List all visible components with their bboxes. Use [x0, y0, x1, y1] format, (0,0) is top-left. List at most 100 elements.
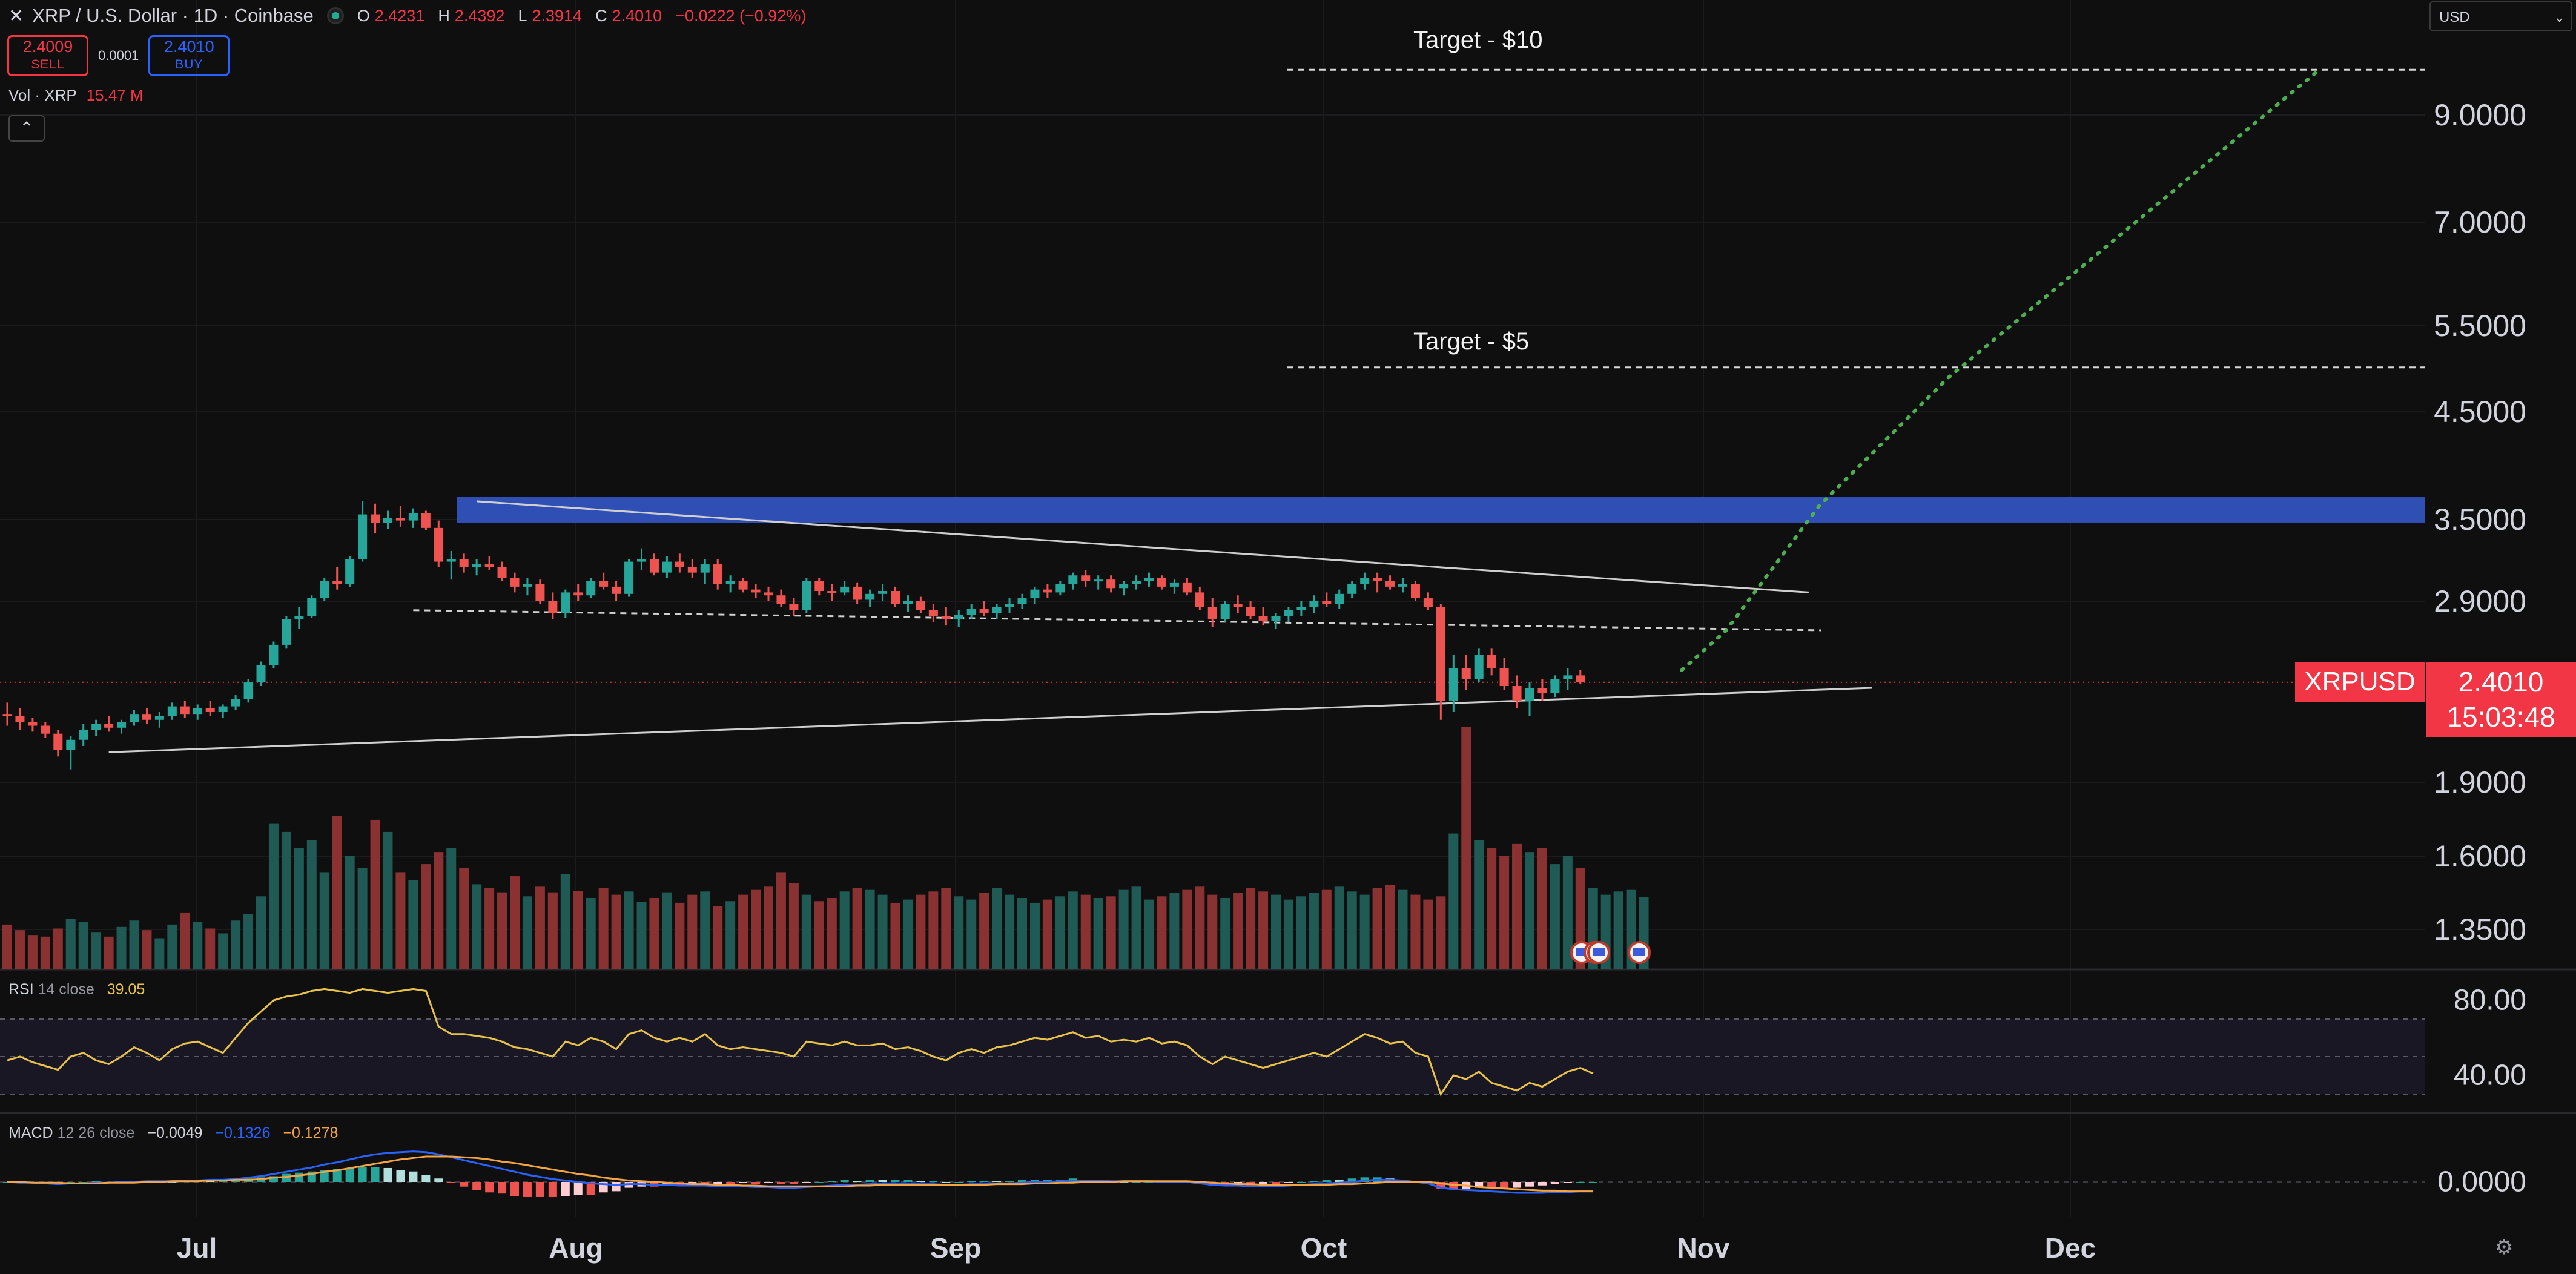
candle-body	[218, 706, 228, 712]
volume-bar	[256, 896, 266, 969]
candle-body	[231, 699, 240, 707]
volume-bar	[53, 928, 63, 969]
last-price-badge: 2.4010 15:03:48	[2426, 662, 2576, 737]
collapse-legend-button[interactable]: ⌃	[8, 115, 45, 142]
volume-bar	[142, 930, 152, 969]
volume-bar	[2, 924, 12, 969]
time-axis-label: Jul	[176, 1232, 217, 1264]
time-axis-label: Aug	[549, 1232, 603, 1264]
candle-body	[459, 559, 469, 567]
volume-bar	[1423, 899, 1433, 969]
target-10-label[interactable]: Target - $10	[1413, 27, 1543, 53]
macd-histogram-bar	[421, 1175, 431, 1182]
symbol-title[interactable]: XRP / U.S. Dollar · 1D · Coinbase	[32, 5, 314, 26]
candle-body	[91, 724, 101, 730]
macd-line	[7, 1150, 1593, 1194]
sell-button[interactable]: 2.4009 SELL	[7, 35, 88, 76]
volume-bar	[1131, 886, 1141, 969]
macd-histogram-bar	[688, 1182, 697, 1184]
candle-body	[1182, 582, 1192, 593]
macd-histogram-bar	[713, 1182, 722, 1184]
close-icon[interactable]: ✕	[8, 5, 24, 26]
macd-histogram-bar	[1259, 1182, 1268, 1184]
time-axis-label: Oct	[1300, 1232, 1347, 1264]
volume-bar	[281, 831, 291, 969]
close-value: 2.4010	[612, 6, 662, 25]
candle-body	[827, 591, 837, 593]
volume-bar	[1321, 889, 1332, 969]
volume-value: 15.47 M	[86, 86, 144, 104]
volume-bar	[966, 899, 977, 969]
rsi-axis-label: 80.00	[2453, 984, 2526, 1017]
macd-histogram-bar	[1208, 1182, 1217, 1186]
currency-select[interactable]: USD ⌄	[2429, 1, 2572, 31]
macd-legend[interactable]: MACD 12 26 close −0.0049 −0.1326 −0.1278	[8, 1124, 339, 1142]
candle-body	[510, 578, 520, 587]
volume-bar	[15, 930, 25, 969]
buy-button[interactable]: 2.4010 BUY	[148, 35, 230, 76]
candle-body	[1499, 668, 1509, 687]
volume-bar	[180, 912, 190, 969]
lower-trendline	[108, 687, 1872, 753]
support-dashed-line	[413, 609, 1821, 632]
candle-body	[586, 581, 596, 596]
candle-body	[446, 559, 456, 562]
volume-legend[interactable]: Vol · XRP 15.47 M	[8, 86, 144, 105]
macd-histogram-bar	[903, 1180, 913, 1182]
macd-histogram-bar	[853, 1181, 862, 1183]
volume-bar	[205, 928, 216, 969]
candle-body	[332, 581, 342, 584]
volume-bar	[1461, 727, 1471, 969]
candle-body	[725, 581, 735, 584]
volume-bar	[408, 880, 418, 969]
volume-bar	[675, 902, 685, 969]
us-flag-icon	[1633, 948, 1645, 956]
candle-body	[979, 609, 989, 613]
candle-body	[1233, 604, 1243, 607]
volume-bar	[193, 922, 203, 969]
candle-body	[612, 586, 621, 594]
macd-histogram-bar	[523, 1182, 532, 1197]
macd-histogram-bar	[320, 1170, 329, 1182]
volume-bar	[1309, 893, 1319, 969]
volume-bar	[547, 892, 558, 969]
macd-pane	[0, 1150, 2425, 1197]
volume-bar	[611, 894, 621, 969]
macd-histogram-bar	[586, 1182, 595, 1195]
volume-bar	[231, 920, 241, 969]
volume-bar	[1106, 896, 1116, 969]
projection-line	[1680, 68, 2321, 672]
candle-body	[561, 592, 570, 613]
volume-bar	[1499, 856, 1510, 969]
rsi-legend[interactable]: RSI 14 close 39.05	[8, 981, 145, 998]
candle-body	[1436, 607, 1445, 701]
volume-bar	[65, 919, 76, 969]
candle-body	[1284, 610, 1293, 616]
candle-body	[1068, 575, 1078, 584]
volume-bar	[1512, 843, 1522, 969]
volume-bar	[446, 848, 457, 969]
volume-bar	[928, 891, 939, 969]
candle-body	[573, 592, 583, 596]
target-5-label[interactable]: Target - $5	[1413, 328, 1530, 355]
volume-bar	[764, 886, 773, 969]
candle-body	[1195, 592, 1204, 607]
settings-icon[interactable]: ⚙	[2495, 1236, 2514, 1259]
macd-histogram-bar	[1234, 1182, 1243, 1184]
volume-bar	[1296, 896, 1306, 969]
volume-bar	[1359, 894, 1370, 969]
macd-histogram-bar	[1563, 1182, 1572, 1183]
candle-body	[1461, 668, 1471, 679]
rsi-pane	[0, 988, 2425, 1097]
volume-bar	[1436, 896, 1446, 969]
volume-bar	[1182, 889, 1192, 969]
macd-histogram-bar	[878, 1180, 887, 1182]
candle-body	[1132, 581, 1141, 584]
open-value: 2.4231	[374, 6, 425, 25]
volume-bar	[1118, 889, 1129, 969]
candle-body	[472, 564, 481, 567]
market-status-icon[interactable]	[326, 7, 344, 24]
macd-histogram-bar	[1475, 1182, 1484, 1188]
candle-body	[1246, 607, 1255, 616]
